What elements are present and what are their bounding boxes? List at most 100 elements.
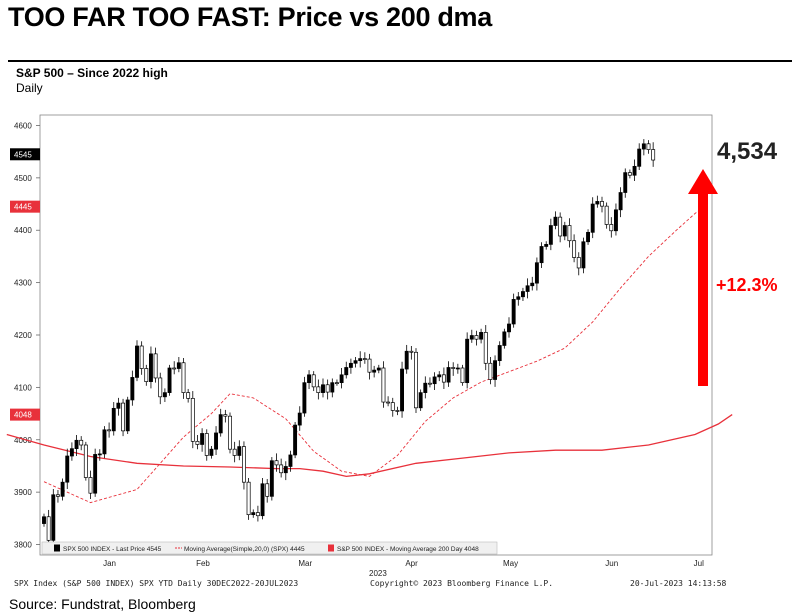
candle-down (446, 367, 451, 383)
y-tick-label: 4000 (14, 436, 32, 445)
candle-up (325, 384, 330, 393)
candle-up (232, 448, 237, 456)
candle-up (488, 362, 493, 380)
y-tick-label: 4400 (14, 226, 32, 235)
candle-up (246, 481, 251, 516)
candle-down (613, 209, 618, 232)
candle-down (562, 225, 567, 237)
candle-down (283, 466, 288, 474)
price-tag (10, 408, 40, 421)
candle-down (358, 358, 363, 362)
candle-down (269, 460, 274, 497)
candle-up (604, 205, 609, 225)
candle-up (558, 216, 563, 237)
candle-up (274, 460, 279, 466)
plot-area (39, 114, 713, 556)
y-tick-label: 4500 (14, 174, 32, 183)
price-tags: 4545 4445 4048 (10, 148, 40, 421)
candle-up (483, 332, 488, 364)
x-tick-label: Apr (405, 559, 418, 568)
gain-label: +12.3% (716, 275, 778, 295)
candle-up (279, 464, 284, 474)
candle-down (530, 282, 535, 287)
ma20-series (43, 206, 705, 504)
candle-up (181, 362, 186, 393)
candle-down (65, 455, 70, 483)
candle-down (116, 402, 121, 409)
candle-down (618, 192, 623, 211)
candle-down (586, 231, 591, 243)
candle-up (381, 367, 386, 403)
candle-down (353, 360, 358, 364)
candle-down (432, 376, 437, 385)
candle-up (386, 401, 391, 404)
candle-down (400, 368, 405, 412)
candle-up (390, 402, 395, 411)
candle-up (335, 382, 339, 385)
candle-down (111, 407, 116, 432)
candle-up (158, 377, 163, 398)
candle-up (83, 444, 88, 478)
candle-down (97, 453, 102, 456)
candle-down (288, 454, 293, 467)
slide-title: TOO FAR TOO FAST: Price vs 200 dma (8, 2, 492, 32)
candle-up (576, 257, 581, 269)
y-tick-label: 4200 (14, 331, 32, 340)
candle-up (88, 477, 93, 494)
candle-up (651, 149, 656, 161)
candle-up (223, 414, 228, 417)
ma200-series (6, 414, 733, 478)
candle-down (418, 392, 423, 409)
candle-down (493, 360, 498, 380)
candle-down (251, 512, 256, 516)
x-tick-label: Jan (103, 559, 116, 568)
candle-up (139, 345, 144, 369)
candle-down (344, 367, 349, 376)
candle-up (367, 358, 372, 373)
candle-down (465, 338, 470, 384)
candle-down (307, 374, 312, 384)
candle-up (460, 367, 465, 384)
x-tick-label: Mar (298, 559, 312, 568)
gain-arrow-head (688, 169, 718, 194)
legend-box (41, 541, 498, 555)
x-tick-label: Jul (694, 559, 704, 568)
footer-copyright: Copyright© 2023 Bloomberg Finance L.P. (370, 579, 554, 588)
candle-up (311, 374, 316, 388)
y-tick-label: 4100 (14, 383, 32, 392)
candle-up (409, 350, 414, 353)
footer-left: SPX Index (S&P 500 INDEX) SPX YTD Daily … (14, 579, 299, 588)
chart-legend: SPX 500 INDEX - Last Price 4545 Moving Av… (41, 541, 498, 555)
candle-down (553, 216, 558, 226)
candle-up (609, 224, 614, 232)
candle-down (595, 201, 600, 205)
candle-down (469, 335, 474, 340)
candle-down (214, 432, 218, 450)
y-tick-label: 4600 (14, 121, 32, 130)
candle-down (330, 382, 335, 393)
candle-down (237, 446, 242, 456)
candle-up (186, 392, 191, 399)
candle-down (348, 362, 353, 368)
candle-down (511, 299, 516, 325)
chart-subtitle: Daily (16, 81, 43, 95)
candle-down (69, 448, 74, 457)
candle-down (51, 494, 56, 541)
candle-down (74, 439, 79, 450)
candle-up (79, 439, 84, 446)
candle-down (125, 399, 130, 432)
candle-down (60, 481, 65, 497)
price-tag-label: 4545 (14, 150, 32, 159)
candle-up (395, 410, 400, 412)
legend-swatch-price (54, 544, 60, 552)
candle-up (107, 429, 112, 432)
candle-up (204, 433, 209, 456)
price-tag-label: 4048 (14, 411, 32, 420)
candle-down (339, 374, 344, 384)
candle-down (516, 296, 521, 300)
candle-up (414, 351, 418, 409)
candle-up (474, 335, 479, 340)
candle-down (544, 244, 549, 247)
candle-up (265, 483, 270, 497)
candle-down (507, 323, 511, 333)
